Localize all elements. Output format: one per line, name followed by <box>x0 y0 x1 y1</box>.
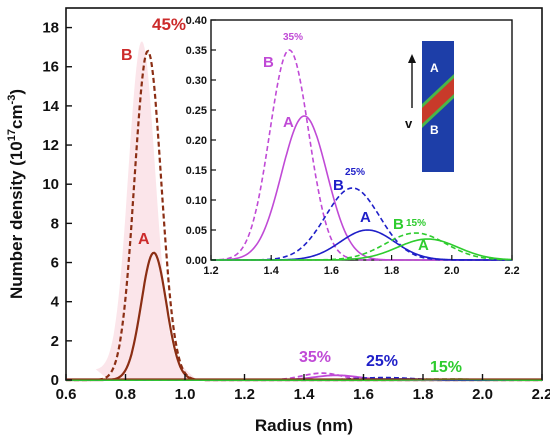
schematic-label-a: A <box>430 61 439 75</box>
inset-chart: 1.2 1.4 1.6 1.8 2.0 2.2 0.000.050.100.150.200… <box>186 15 520 277</box>
main-y-tick-label: 6 <box>51 255 59 272</box>
inset-y-tick-label: 0.00 <box>186 255 207 267</box>
inset-label-b-25: B <box>333 177 344 194</box>
label-25pct-main: 25% <box>366 353 398 370</box>
inset-label-35pct: 35% <box>283 32 303 43</box>
label-35pct-main: 35% <box>299 349 331 366</box>
y-axis-label: Number density (1017cm-3) <box>6 89 26 299</box>
inset-x-tick-label: 2.2 <box>504 265 519 277</box>
inset-x-tick-label: 1.8 <box>384 265 399 277</box>
inset-label-a-25: A <box>360 209 371 226</box>
y-axis-label-exp: 17 <box>6 129 18 141</box>
inset-x-tick-label: 1.6 <box>324 265 339 277</box>
inset-label-25pct: 25% <box>345 167 365 178</box>
main-x-ticks: 0.6 0.8 1.0 1.2 1.4 1.6 1.8 2.0 2.2 <box>56 374 550 403</box>
main-peak-halo <box>95 41 197 381</box>
inset-y-tick-label: 0.30 <box>186 75 207 87</box>
main-x-tick-label: 0.6 <box>56 386 77 403</box>
inset-y-tick-label: 0.35 <box>186 45 207 57</box>
inset-label-b-35: B <box>263 54 274 71</box>
inset-x-ticks: 1.2 1.4 1.6 1.8 2.0 2.2 <box>203 255 520 277</box>
y-axis-label-unit: cm <box>7 104 26 129</box>
inset-x-tick-label: 1.2 <box>203 265 218 277</box>
inset-label-15pct: 15% <box>406 218 426 229</box>
schematic-label-b: B <box>430 123 439 137</box>
label-45pct: 45% <box>152 15 186 34</box>
inset-y-ticks: 0.00 0.05 0.10 0.15 0.20 0.25 0.30 0.35 0.40 <box>186 15 216 267</box>
schematic-green-edge-top <box>422 74 454 108</box>
main-y-ticks: 0 2 4 6 8 10 12 14 16 18 <box>42 20 72 389</box>
main-x-tick-label: 1.4 <box>294 386 316 403</box>
main-y-tick-label: 8 <box>51 215 59 232</box>
main-x-tick-label: 0.8 <box>115 386 136 403</box>
schematic-red-band <box>422 76 454 126</box>
main-y-tick-label: 4 <box>51 294 60 311</box>
main-y-tick-label: 18 <box>42 20 59 37</box>
inset-y-tick-label: 0.05 <box>186 225 207 237</box>
main-y-tick-label: 14 <box>42 98 59 115</box>
main-x-tick-label: 1.6 <box>353 386 374 403</box>
y-axis-label-close: ) <box>7 89 26 95</box>
main-y-tick-label: 12 <box>42 137 59 154</box>
main-x-tick-label: 1.8 <box>413 386 434 403</box>
inset-y-tick-label: 0.20 <box>186 135 207 147</box>
inset-series-line <box>211 238 513 261</box>
main-x-tick-label: 2.2 <box>532 386 550 403</box>
x-axis-label: Radius (nm) <box>255 416 353 435</box>
inset-x-tick-label: 1.4 <box>264 265 280 277</box>
inset-label-a-15: A <box>418 237 429 254</box>
label-a-main: A <box>138 231 150 248</box>
y-axis-label-main: Number density (10 <box>7 141 26 299</box>
schematic-green-edge-bottom <box>422 94 454 128</box>
inset-series-line <box>210 49 512 261</box>
velocity-arrow-head <box>408 54 416 63</box>
inset-y-tick-label: 0.25 <box>186 105 207 117</box>
main-y-tick-label: 16 <box>42 59 59 76</box>
main-y-tick-label: 0 <box>51 372 59 389</box>
main-y-tick-label: 2 <box>51 333 59 350</box>
inset-plot-frame <box>210 19 513 261</box>
inset-y-tick-label: 0.40 <box>186 15 207 27</box>
inset-curves <box>210 49 513 261</box>
y-axis-label-exp2: -3 <box>6 95 18 105</box>
main-y-tick-label: 10 <box>42 176 59 193</box>
label-15pct-main: 15% <box>430 359 462 376</box>
inset-y-tick-label: 0.10 <box>186 195 207 207</box>
velocity-label: v <box>405 116 413 131</box>
label-b-main: B <box>121 47 133 64</box>
main-x-tick-label: 2.0 <box>472 386 493 403</box>
inset-label-a-35: A <box>283 114 294 131</box>
main-x-tick-label: 1.0 <box>175 386 196 403</box>
inset-x-tick-label: 2.0 <box>444 265 459 277</box>
schematic-image: A B v <box>405 41 454 172</box>
inset-label-b-15: B <box>393 216 404 233</box>
inset-y-tick-label: 0.15 <box>186 165 207 177</box>
main-chart: 0.6 0.8 1.0 1.2 1.4 1.6 1.8 2.0 2.2 0 2 4 6 8 10 12 14 1… <box>6 7 550 435</box>
main-x-tick-label: 1.2 <box>234 386 255 403</box>
